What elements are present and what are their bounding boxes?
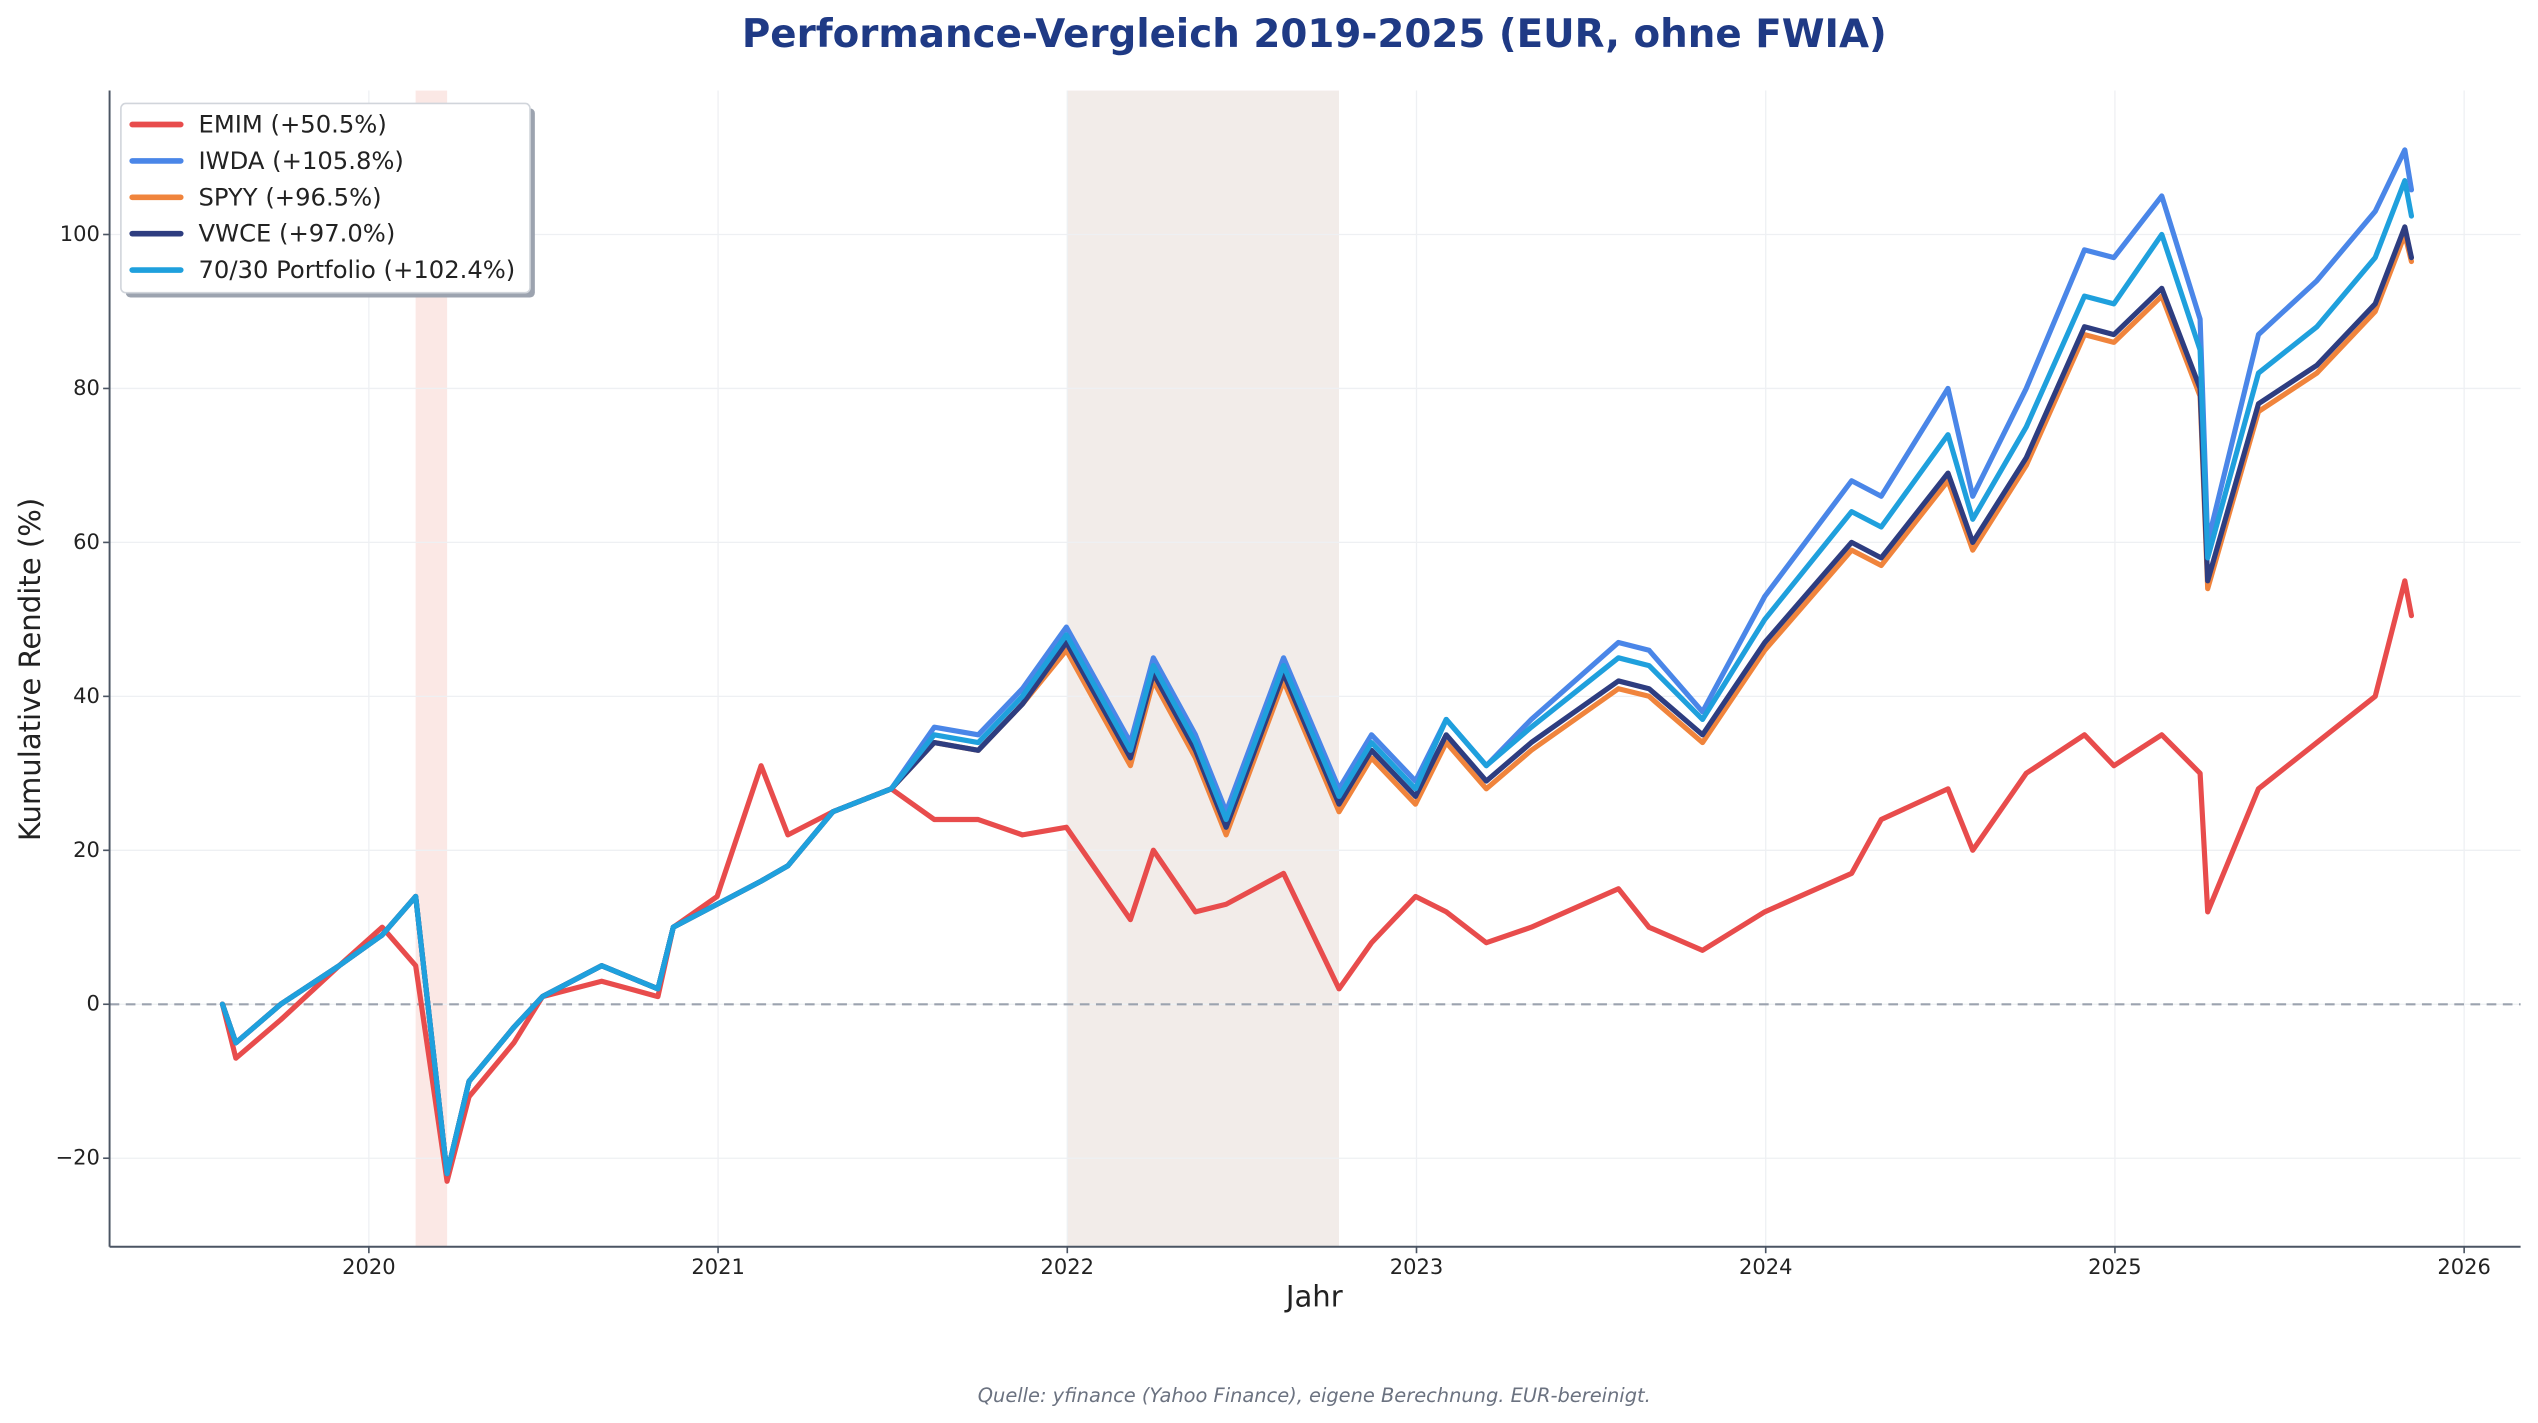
shaded-periods: [415, 90, 1340, 1247]
legend-label: SPYY (+96.5%): [199, 182, 382, 211]
x-tick-label: 2023: [1390, 1254, 1443, 1279]
x-ticks: 2020 2021 2022 2023 2024 2025 2026: [342, 1246, 2491, 1279]
y-axis-label: Kumulative Rendite (%): [13, 498, 47, 841]
y-tick-label: 0: [87, 991, 100, 1016]
y-tick-label: 80: [73, 375, 100, 400]
x-tick-label: 2020: [342, 1254, 395, 1279]
y-tick-label: −20: [56, 1145, 100, 1170]
y-tick-label: 60: [73, 529, 100, 554]
x-tick-label: 2024: [1739, 1254, 1792, 1279]
x-tick-label: 2021: [691, 1254, 744, 1279]
shaded-period: [1067, 90, 1340, 1247]
y-tick-label: 100: [60, 221, 100, 246]
series-line-4: [219, 178, 2415, 1177]
y-tick-label: 40: [73, 683, 100, 708]
x-tick-label: 2025: [2088, 1254, 2141, 1279]
grid-lines: [109, 90, 2521, 1247]
y-tick-label: 20: [73, 837, 100, 862]
legend-label: 70/30 Portfolio (+102.4%): [199, 255, 516, 284]
legend: EMIM (+50.5%) IWDA (+105.8%) SPYY (+96.5%)…: [120, 102, 535, 298]
series-line-0: [219, 578, 2415, 1184]
x-tick-label: 2026: [2437, 1254, 2490, 1279]
series-lines: [219, 147, 2415, 1184]
y-ticks: −20 0 20 40 60 80 100: [56, 221, 110, 1170]
legend-label: IWDA (+105.8%): [199, 146, 404, 175]
x-axis-label: Jahr: [1284, 1280, 1343, 1314]
x-tick-label: 2022: [1041, 1254, 1094, 1279]
legend-label: VWCE (+97.0%): [199, 219, 396, 248]
chart-title: Performance-Vergleich 2019-2025 (EUR, oh…: [742, 12, 1887, 57]
legend-label: EMIM (+50.5%): [199, 110, 387, 139]
source-note: Quelle: yfinance (Yahoo Finance), eigene…: [978, 1384, 1651, 1407]
legend-box: [120, 102, 531, 294]
